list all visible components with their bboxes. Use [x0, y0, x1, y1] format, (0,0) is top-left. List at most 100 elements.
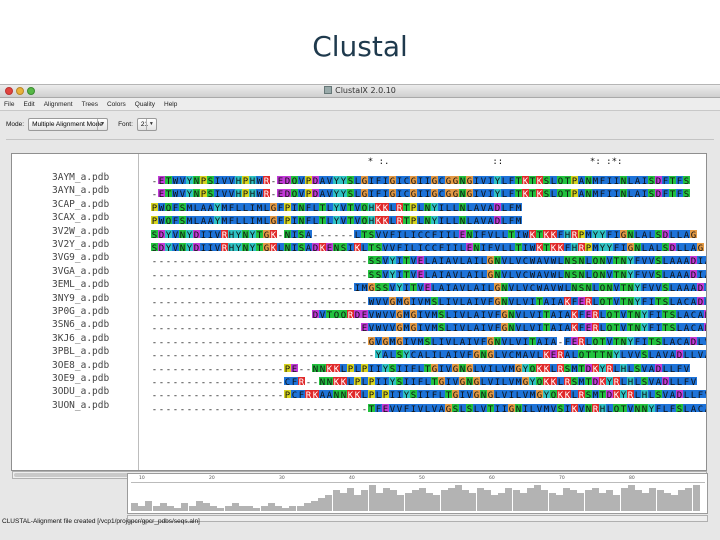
quality-bar	[275, 505, 282, 511]
chevron-down-icon: ▼	[97, 118, 107, 130]
quality-bar	[469, 492, 477, 511]
quality-bar	[354, 495, 362, 511]
sequence-name[interactable]: 3VGA_a.pdb	[52, 265, 110, 277]
quality-bar	[635, 490, 642, 511]
quality-bar	[462, 490, 470, 511]
sequence-name[interactable]: 3P0G_a.pdb	[52, 306, 110, 317]
quality-bar	[159, 503, 167, 511]
sequence-name[interactable]: 3SN6_a.pdb	[52, 319, 110, 331]
quality-bar	[368, 485, 376, 511]
sequence-name[interactable]: 3CAX_a.pdb	[52, 212, 110, 224]
sequence-name[interactable]: 3AYN_a.pdb	[52, 185, 110, 197]
quality-bar	[246, 505, 254, 511]
clustalx-app-icon	[324, 86, 333, 94]
minimize-window-icon[interactable]	[16, 87, 24, 95]
quality-bar	[447, 487, 455, 511]
menu-file[interactable]: File	[4, 100, 15, 108]
quality-bar	[613, 495, 621, 511]
close-window-icon[interactable]	[5, 87, 13, 95]
quality-bar	[512, 490, 520, 511]
sequence-name[interactable]: 3CAP_a.pdb	[52, 198, 110, 210]
quality-bar	[339, 492, 347, 511]
quality-bar	[505, 487, 513, 511]
quality-bar	[548, 492, 556, 511]
quality-bar	[289, 505, 297, 511]
quality-bar	[411, 490, 419, 511]
quality-bar	[541, 490, 549, 511]
quality-bar	[627, 485, 635, 511]
sequence-name[interactable]: 3OE8_a.pdb	[52, 359, 110, 371]
quality-bar	[620, 487, 628, 511]
quality-bar	[570, 490, 578, 511]
sequence-name[interactable]: 3KJ6_a.pdb	[52, 332, 110, 344]
quality-bar	[210, 505, 218, 511]
quality-bar	[642, 492, 650, 511]
quality-bar	[685, 487, 693, 511]
menu-quality[interactable]: Quality	[134, 100, 155, 108]
ruler-tick-label: 40	[349, 476, 355, 481]
quality-bar	[195, 500, 203, 511]
font-size-value: 21	[140, 120, 149, 128]
window-title-text: ClustalX 2.0.10	[335, 86, 396, 95]
quality-bar	[383, 487, 390, 511]
sequence-name[interactable]: 3EML_a.pdb	[52, 279, 110, 291]
quality-bar	[145, 500, 153, 511]
window-title: ClustalX 2.0.10	[0, 86, 720, 95]
scrollbar-thumb[interactable]	[14, 473, 132, 477]
sequence-names-column: 3AYM_a.pdb 3AYN_a.pdb 3CAP_a.pdb 3CAX_a.pdb…	[12, 154, 139, 470]
sequence-name[interactable]: 3VG9_a.pdb	[52, 252, 110, 264]
menu-edit[interactable]: Edit	[23, 100, 35, 108]
quality-bar	[491, 495, 498, 511]
zoom-window-icon[interactable]	[27, 87, 35, 95]
quality-bar	[534, 485, 542, 511]
sequence-name[interactable]: 3ODU_a.pdb	[52, 386, 110, 398]
position-ruler: 10 20 30 40 50 60 70 80	[131, 476, 705, 483]
sequence-name[interactable]: 3PBL_a.pdb	[52, 346, 110, 358]
quality-bar	[296, 505, 304, 511]
quality-bar	[390, 490, 398, 511]
sequence-name[interactable]: 3AYM_a.pdb	[52, 172, 110, 183]
font-size-select[interactable]: 21 ▼	[136, 117, 157, 131]
sequence-name[interactable]: 3V2W_a.pdb	[52, 225, 110, 237]
menu-trees[interactable]: Trees	[81, 100, 98, 108]
quality-bar	[325, 495, 333, 511]
menu-colors[interactable]: Colors	[106, 100, 126, 108]
mode-label: Mode:	[6, 120, 25, 128]
mode-select[interactable]: Multiple Alignment Mode ▼	[28, 117, 109, 131]
quality-horizontal-scrollbar[interactable]	[127, 515, 708, 522]
sequence-name[interactable]: 3UON_a.pdb	[52, 399, 110, 411]
quality-bar	[217, 508, 225, 511]
ruler-tick-label: 80	[629, 476, 635, 481]
quality-bar	[656, 490, 664, 511]
sequence-name[interactable]: 3V2Y_a.pdb	[52, 239, 110, 250]
alignment-panel[interactable]: 3AYM_a.pdb 3AYN_a.pdb 3CAP_a.pdb 3CAX_a.pdb…	[11, 153, 707, 471]
quality-bar	[498, 492, 506, 511]
menu-alignment[interactable]: Alignment	[43, 100, 73, 108]
font-label: Font:	[118, 120, 133, 128]
quality-bar	[303, 503, 311, 511]
quality-bar	[260, 505, 268, 511]
sequence-name[interactable]: 3NY9_a.pdb	[52, 292, 110, 304]
quality-bar	[253, 508, 261, 511]
menu-help[interactable]: Help	[164, 100, 178, 108]
quality-bar	[267, 503, 275, 511]
sequence-name[interactable]: 3OE9_a.pdb	[52, 373, 110, 384]
